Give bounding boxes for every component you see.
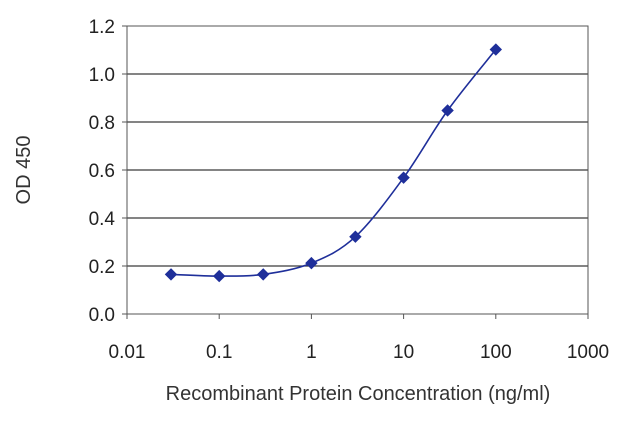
x-tick-label: 10 <box>393 342 414 363</box>
data-point <box>212 269 226 283</box>
series <box>164 43 503 283</box>
data-point <box>256 268 270 281</box>
data-point <box>397 171 410 184</box>
data-point <box>441 104 454 117</box>
y-tick-label: 0.0 <box>89 305 115 326</box>
data-point <box>489 43 503 56</box>
x-tick-label: 0.01 <box>109 342 146 363</box>
y-tick-label: 1.2 <box>89 17 115 38</box>
x-axis: 0.01 0.1 1 10 100 1000 <box>109 314 609 363</box>
x-tick-label: 0.1 <box>206 342 232 363</box>
x-axis-label: Recombinant Protein Concentration (ng/ml… <box>166 383 551 405</box>
data-point <box>164 268 178 281</box>
y-tick-label: 0.4 <box>89 209 116 230</box>
y-axis-label: OD 450 <box>13 136 35 205</box>
y-tick-label: 1.0 <box>89 65 115 86</box>
series-line <box>170 49 497 277</box>
data-point <box>305 256 318 270</box>
x-tick-label: 100 <box>480 342 512 363</box>
x-tick-label: 1000 <box>567 342 609 363</box>
y-tick-label: 0.8 <box>89 113 115 134</box>
grid-lines <box>127 73 588 267</box>
y-tick-label: 0.6 <box>89 161 115 182</box>
y-axis: 0.0 0.2 0.4 0.6 0.8 1.0 1.2 <box>89 17 127 326</box>
data-point <box>349 230 362 243</box>
x-tick-label: 1 <box>306 342 317 363</box>
y-tick-label: 0.2 <box>89 257 115 278</box>
